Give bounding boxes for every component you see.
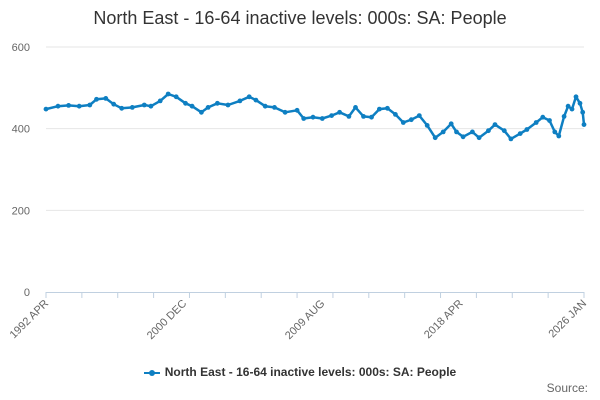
data-point-26[interactable] — [282, 109, 288, 115]
data-point-31[interactable] — [329, 113, 334, 118]
data-point-50[interactable] — [476, 135, 482, 141]
data-point-18[interactable] — [205, 105, 211, 110]
data-point-67[interactable] — [580, 109, 586, 115]
data-point-12[interactable] — [157, 98, 163, 104]
series-layer — [43, 91, 587, 142]
data-point-17[interactable] — [199, 109, 204, 115]
x-tick-label-1992-04: 1992 APR — [8, 298, 52, 342]
data-point-42[interactable] — [416, 113, 422, 118]
data-point-5[interactable] — [94, 96, 99, 102]
data-point-33[interactable] — [346, 114, 352, 119]
data-point-3[interactable] — [76, 103, 82, 109]
x-tick-label-2018-04: 2018 APR — [422, 298, 466, 342]
data-point-28[interactable] — [301, 116, 307, 121]
data-point-24[interactable] — [262, 103, 268, 109]
data-point-13[interactable] — [165, 91, 171, 97]
data-point-45[interactable] — [440, 129, 446, 135]
data-point-57[interactable] — [533, 120, 539, 125]
data-point-7[interactable] — [111, 101, 117, 107]
data-point-29[interactable] — [310, 114, 316, 120]
data-point-52[interactable] — [492, 122, 498, 127]
x-tick-label-2009-08: 2009 AUG — [283, 298, 327, 342]
data-point-40[interactable] — [400, 120, 406, 125]
data-point-56[interactable] — [524, 127, 530, 132]
data-point-22[interactable] — [246, 94, 252, 100]
data-point-60[interactable] — [552, 129, 558, 135]
data-point-41[interactable] — [408, 117, 414, 123]
data-point-19[interactable] — [215, 100, 220, 106]
data-point-11[interactable] — [148, 103, 154, 109]
data-point-25[interactable] — [272, 105, 277, 110]
data-point-63[interactable] — [565, 103, 571, 109]
data-point-68[interactable] — [581, 122, 587, 127]
data-point-47[interactable] — [454, 129, 459, 135]
data-point-43[interactable] — [424, 123, 430, 128]
data-point-21[interactable] — [237, 98, 243, 104]
grid-lines — [46, 46, 584, 211]
data-point-61[interactable] — [556, 133, 562, 139]
data-point-32[interactable] — [337, 109, 342, 115]
data-point-36[interactable] — [369, 114, 374, 120]
data-point-66[interactable] — [577, 100, 583, 106]
data-point-15[interactable] — [183, 100, 188, 106]
data-point-10[interactable] — [141, 102, 147, 108]
data-point-27[interactable] — [294, 107, 300, 113]
data-point-35[interactable] — [361, 114, 366, 119]
y-tick-label-400: 400 — [12, 124, 30, 136]
data-point-34[interactable] — [353, 105, 358, 110]
data-point-0[interactable] — [43, 106, 49, 112]
data-point-37[interactable] — [377, 106, 382, 112]
data-point-14[interactable] — [173, 94, 179, 100]
y-axis-ticks: 0 200 400 600 — [12, 42, 30, 299]
data-point-48[interactable] — [460, 134, 466, 140]
data-point-2[interactable] — [66, 103, 71, 108]
data-point-6[interactable] — [103, 96, 109, 101]
data-point-1[interactable] — [55, 103, 61, 109]
data-point-38[interactable] — [385, 105, 390, 111]
x-axis-ticks: 1992 APR 2000 DEC 2009 AUG 2018 APR 2026 JAN — [8, 292, 589, 342]
data-point-9[interactable] — [129, 105, 135, 110]
data-point-8[interactable] — [119, 105, 125, 111]
data-point-59[interactable] — [547, 118, 552, 123]
data-point-16[interactable] — [189, 103, 195, 109]
data-point-4[interactable] — [87, 102, 93, 108]
data-point-39[interactable] — [393, 112, 398, 117]
data-point-62[interactable] — [561, 114, 567, 119]
y-tick-label-200: 200 — [12, 205, 30, 217]
legend-label: North East - 16-64 inactive levels: 000s… — [164, 365, 457, 379]
data-point-54[interactable] — [508, 136, 514, 142]
source-label: Source: — [546, 381, 588, 395]
data-point-55[interactable] — [517, 131, 523, 137]
data-point-20[interactable] — [225, 102, 231, 108]
data-point-64[interactable] — [569, 106, 575, 112]
data-point-53[interactable] — [501, 128, 507, 134]
data-point-51[interactable] — [486, 128, 491, 134]
data-point-44[interactable] — [432, 135, 438, 141]
x-tick-label-2000-12: 2000 DEC — [145, 298, 189, 342]
legend-swatch — [143, 369, 160, 377]
data-point-49[interactable] — [470, 129, 475, 135]
data-point-46[interactable] — [448, 121, 454, 127]
data-point-30[interactable] — [319, 116, 325, 121]
y-tick-label-600: 600 — [12, 42, 30, 54]
data-point-23[interactable] — [253, 97, 259, 103]
data-point-65[interactable] — [573, 94, 579, 100]
chart-title: North East - 16-64 inactive levels: 000s… — [93, 8, 507, 28]
y-tick-label-0: 0 — [24, 287, 30, 299]
data-point-58[interactable] — [540, 114, 546, 120]
x-tick-label-2026-01: 2026 JAN — [546, 298, 589, 341]
legend[interactable]: North East - 16-64 inactive levels: 000s… — [0, 365, 600, 379]
